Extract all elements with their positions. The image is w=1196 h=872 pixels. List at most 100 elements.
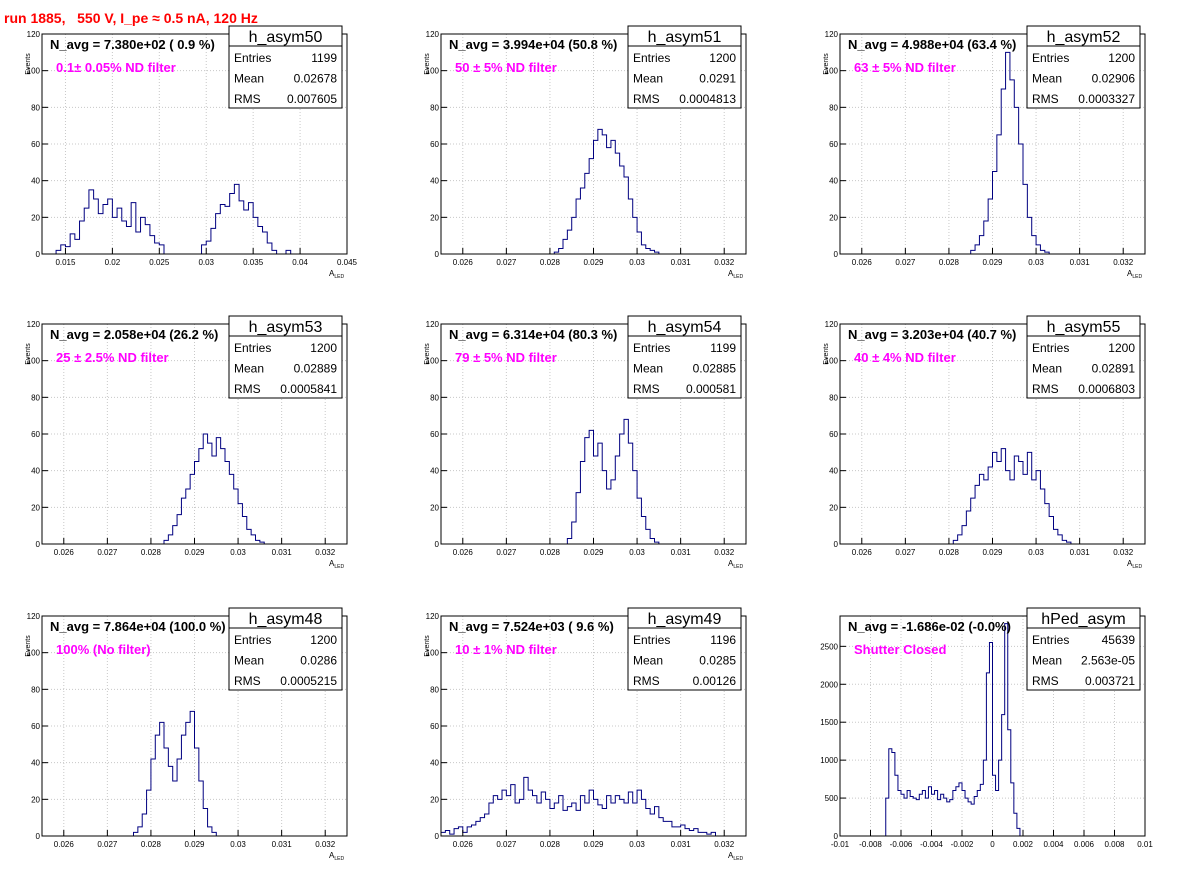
stats-title: hPed_asym — [1041, 611, 1126, 628]
x-tick-label: 0.026 — [852, 548, 873, 557]
x-tick-label: 0.032 — [714, 548, 735, 557]
x-tick-label: 0.028 — [939, 258, 960, 267]
x-tick-label: 0.027 — [496, 548, 517, 557]
x-tick-label: 0.01 — [1137, 840, 1153, 849]
histogram-panel-h_asym54: 0.026 0.027 0.028 0.029 0.03 0.031 0.032 0 20 40 6… — [424, 315, 747, 570]
y-axis-title: Events — [823, 53, 830, 75]
y-tick-label: 60 — [430, 430, 439, 439]
y-tick-label: 20 — [430, 503, 439, 512]
stats-key: Entries — [1032, 341, 1069, 355]
y-tick-label: 40 — [31, 467, 40, 476]
stats-box — [627, 25, 742, 109]
stats-value: 0.02889 — [294, 362, 338, 376]
stats-key: Mean — [234, 654, 264, 668]
y-tick-label: 20 — [829, 503, 838, 512]
y-tick-label: 120 — [825, 30, 839, 39]
x-tick-label: -0.004 — [920, 840, 943, 849]
stats-value: 0.0005215 — [280, 674, 337, 688]
x-tick-label: 0.029 — [982, 548, 1003, 557]
x-tick-label: 0.032 — [714, 258, 735, 267]
y-tick-label: 100 — [825, 67, 839, 76]
stats-key: Mean — [633, 654, 663, 668]
y-tick-label: 120 — [27, 320, 41, 329]
x-tick-label: 0.027 — [496, 258, 517, 267]
x-tick-label: 0.029 — [583, 840, 604, 849]
stats-key: RMS — [1032, 382, 1059, 396]
x-tick-label: 0.002 — [1013, 840, 1034, 849]
stats-key: Entries — [633, 341, 670, 355]
x-tick-label: 0.028 — [540, 548, 561, 557]
y-tick-label: 20 — [430, 795, 439, 804]
filter-label: 100% (No filter) — [56, 642, 151, 657]
filter-label: 25 ± 2.5% ND filter — [56, 350, 169, 365]
stats-key: Mean — [234, 362, 264, 376]
stats-key: RMS — [1032, 92, 1059, 106]
stats-key: RMS — [633, 92, 660, 106]
y-tick-label: 120 — [27, 30, 41, 39]
histogram-panel-h_asym49: 0.026 0.027 0.028 0.029 0.03 0.031 0.032 0 20 40 6… — [424, 607, 747, 862]
navg-label: N_avg = 7.864e+04 (100.0 %) — [50, 619, 226, 634]
stats-box — [228, 25, 343, 109]
y-tick-label: 60 — [829, 140, 838, 149]
x-tick-label: -0.01 — [831, 840, 850, 849]
y-tick-label: 20 — [31, 503, 40, 512]
y-tick-label: 100 — [27, 357, 41, 366]
x-tick-label: 0.029 — [583, 548, 604, 557]
y-axis-title: Events — [424, 635, 431, 657]
y-tick-label: 0 — [435, 832, 440, 841]
y-tick-label: 120 — [426, 30, 440, 39]
y-axis-title: Events — [25, 343, 32, 365]
y-tick-label: 120 — [426, 320, 440, 329]
navg-label: N_avg = 4.988e+04 (63.4 %) — [848, 37, 1016, 52]
x-tick-label: 0.026 — [54, 548, 75, 557]
stats-box — [1026, 607, 1141, 691]
navg-label: N_avg = 3.203e+04 (40.7 %) — [848, 327, 1016, 342]
stats-value: 0.0285 — [699, 654, 736, 668]
x-tick-label: 0.03 — [1028, 258, 1044, 267]
stats-value: 1196 — [710, 633, 736, 647]
navg-label: N_avg = 3.994e+04 (50.8 %) — [449, 37, 617, 52]
stats-key: RMS — [234, 382, 261, 396]
x-tick-label: -0.008 — [859, 840, 882, 849]
navg-label: N_avg = 7.524e+03 ( 9.6 %) — [449, 619, 614, 634]
x-tick-label: 0.02 — [105, 258, 121, 267]
x-tick-label: 0.031 — [671, 258, 692, 267]
y-tick-label: 60 — [829, 430, 838, 439]
x-tick-label: 0.028 — [540, 258, 561, 267]
y-tick-label: 80 — [829, 393, 838, 402]
stats-key: Mean — [1032, 72, 1062, 86]
y-tick-label: 100 — [426, 649, 440, 658]
histogram-line — [440, 776, 746, 837]
stats-key: Mean — [234, 72, 264, 86]
x-axis-title: ALED — [329, 559, 344, 570]
x-tick-label: 0.03 — [629, 258, 645, 267]
x-tick-label: 0.028 — [939, 548, 960, 557]
histogram-panel-h_asym50: 0.015 0.02 0.025 0.03 0.035 0.04 0.045 0 20 40 60 8… — [25, 25, 358, 280]
stats-key: Entries — [633, 51, 670, 65]
x-tick-label: 0.03 — [1028, 548, 1044, 557]
run-title: run 1885, 550 V, I_pe ≈ 0.5 nA, 120 Hz — [4, 10, 258, 26]
x-tick-label: 0.031 — [671, 840, 692, 849]
navg-label: N_avg = 2.058e+04 (26.2 %) — [50, 327, 218, 342]
x-tick-label: 0.025 — [149, 258, 170, 267]
y-tick-label: 0 — [834, 832, 839, 841]
y-tick-label: 0 — [435, 540, 440, 549]
y-tick-label: 80 — [31, 685, 40, 694]
stats-value: 2.563e-05 — [1081, 654, 1135, 668]
y-tick-label: 40 — [430, 759, 439, 768]
y-tick-label: 40 — [829, 467, 838, 476]
x-tick-label: 0.029 — [583, 258, 604, 267]
x-tick-label: 0.027 — [895, 258, 916, 267]
y-axis-title: Events — [424, 53, 431, 75]
filter-label: 50 ± 5% ND filter — [455, 60, 557, 75]
x-axis-title: ALED — [728, 269, 743, 280]
x-tick-label: 0.031 — [272, 840, 293, 849]
histogram-panel-h_asym48: 0.026 0.027 0.028 0.029 0.03 0.031 0.032 0 20 40 6… — [25, 607, 348, 862]
navg-label: N_avg = 6.314e+04 (80.3 %) — [449, 327, 617, 342]
stats-title: h_asym49 — [648, 611, 722, 628]
y-tick-label: 80 — [430, 685, 439, 694]
y-tick-label: 100 — [426, 357, 440, 366]
y-tick-label: 100 — [27, 649, 41, 658]
x-tick-label: 0.026 — [453, 840, 474, 849]
histogram-line — [840, 448, 1145, 545]
